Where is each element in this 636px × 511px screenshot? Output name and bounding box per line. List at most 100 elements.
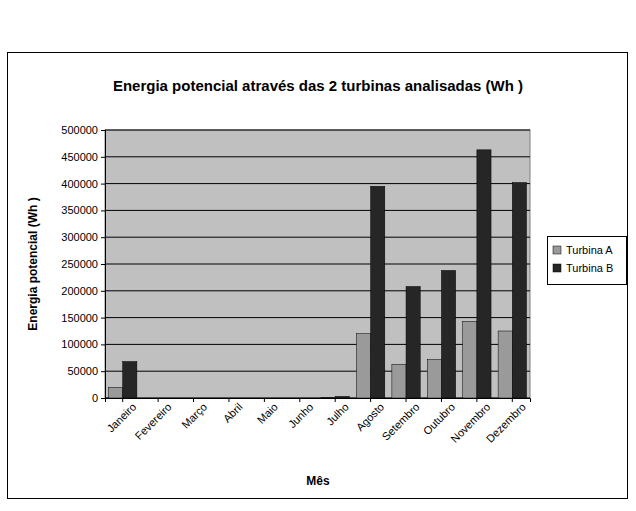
tick-label: 250000 xyxy=(61,258,98,270)
chart-title: Energia potencial através das 2 turbinas… xyxy=(113,77,523,94)
tick: Setembro xyxy=(380,398,422,443)
tick-mark xyxy=(193,398,194,402)
bar xyxy=(356,334,370,398)
bar xyxy=(321,397,335,398)
tick-label: Março xyxy=(179,401,209,431)
tick-mark xyxy=(158,398,159,402)
y-axis-title: Energia potencial (Wh ) xyxy=(26,197,40,330)
tick-mark xyxy=(101,291,105,292)
tick: Dezembro xyxy=(484,398,528,445)
bar xyxy=(512,183,526,398)
grid-line xyxy=(105,130,530,131)
tick-label: Fevereiro xyxy=(132,401,173,442)
bar xyxy=(498,331,512,398)
tick-label: Junho xyxy=(286,401,316,431)
tick-mark xyxy=(122,398,123,402)
bar xyxy=(158,398,172,399)
tick-mark xyxy=(299,398,300,402)
grid-line xyxy=(105,237,530,238)
tick-mark xyxy=(441,398,442,402)
tick-mark xyxy=(101,344,105,345)
tick: 50000 xyxy=(67,365,105,377)
bar xyxy=(335,396,349,398)
tick-label: 350000 xyxy=(61,204,98,216)
tick-label: 450000 xyxy=(61,151,98,163)
x-axis: JaneiroFevereiroMarço Abril MaioJunho Julho… xyxy=(104,398,530,445)
tick-label: Dezembro xyxy=(484,401,528,445)
tick-label: Abril xyxy=(221,401,245,425)
tick-label: Agosto xyxy=(354,401,387,434)
tick-label: Janeiro xyxy=(104,401,138,435)
tick-mark xyxy=(101,157,105,158)
grid-line xyxy=(105,156,530,157)
legend-item: Turbina A xyxy=(553,244,613,256)
tick-mark xyxy=(101,130,105,131)
grid-line xyxy=(105,290,530,291)
bar xyxy=(264,398,278,399)
tick-label: Setembro xyxy=(380,401,422,443)
legend-label: Turbina B xyxy=(566,262,613,274)
tick: Julho xyxy=(324,398,351,428)
tick: Fevereiro xyxy=(132,398,173,442)
tick: Outubro xyxy=(421,398,458,437)
tick-mark xyxy=(101,398,105,399)
tick: 100000 xyxy=(61,338,105,350)
grid-line xyxy=(105,264,530,265)
y-axis: 0 50000 100000 150000 200000 250000 300000 3500… xyxy=(61,124,105,404)
bar xyxy=(441,270,455,398)
plot-area xyxy=(105,130,530,398)
bar xyxy=(250,398,264,399)
tick: 300000 xyxy=(61,231,105,243)
bar xyxy=(427,359,441,398)
tick-label: 50000 xyxy=(67,365,98,377)
tick-mark xyxy=(370,398,371,402)
tick-label: 100000 xyxy=(61,338,98,350)
tick-mark xyxy=(335,398,336,402)
tick-mark xyxy=(476,398,477,402)
tick: 150000 xyxy=(61,312,105,324)
tick: 500000 xyxy=(61,124,105,136)
tick: Junho xyxy=(286,398,316,430)
tick-label: 300000 xyxy=(61,231,98,243)
chart-frame xyxy=(8,53,628,499)
legend-box xyxy=(548,237,627,285)
bar xyxy=(123,362,137,398)
bar xyxy=(477,150,491,398)
tick-mark xyxy=(101,184,105,185)
bar-series xyxy=(123,150,527,398)
tick-mark xyxy=(101,264,105,265)
tick: 250000 xyxy=(61,258,105,270)
legend-item: Turbina B xyxy=(553,262,613,274)
bar xyxy=(392,364,406,398)
axis-line xyxy=(101,131,106,399)
legend-swatch xyxy=(553,246,561,254)
grid-line xyxy=(105,183,530,184)
bar xyxy=(406,287,420,398)
tick: 0 xyxy=(92,392,105,404)
grid xyxy=(105,130,530,398)
tick-label: 200000 xyxy=(61,285,98,297)
tick-label: Maio xyxy=(255,401,280,426)
tick-label: Julho xyxy=(324,401,351,428)
tick-mark xyxy=(406,398,407,402)
bar xyxy=(194,398,208,399)
tick-mark xyxy=(101,210,105,211)
tick-mark xyxy=(264,398,265,402)
axis-line xyxy=(106,399,531,403)
tick: 400000 xyxy=(61,178,105,190)
chart: 0 50000 100000 150000 200000 250000 300000 3500… xyxy=(0,0,636,511)
legend: Turbina A Turbina B xyxy=(548,237,627,285)
tick-label: 500000 xyxy=(61,124,98,136)
grid-line xyxy=(105,317,530,318)
tick: 450000 xyxy=(61,151,105,163)
bar xyxy=(300,398,314,399)
tick-mark xyxy=(101,371,105,372)
tick-label: 400000 xyxy=(61,178,98,190)
tick-label: 0 xyxy=(92,392,98,404)
tick-mark xyxy=(512,398,513,402)
tick: 200000 xyxy=(61,285,105,297)
bar xyxy=(286,398,300,399)
legend-label: Turbina A xyxy=(566,244,613,256)
bar xyxy=(463,321,477,398)
bars xyxy=(109,150,527,398)
